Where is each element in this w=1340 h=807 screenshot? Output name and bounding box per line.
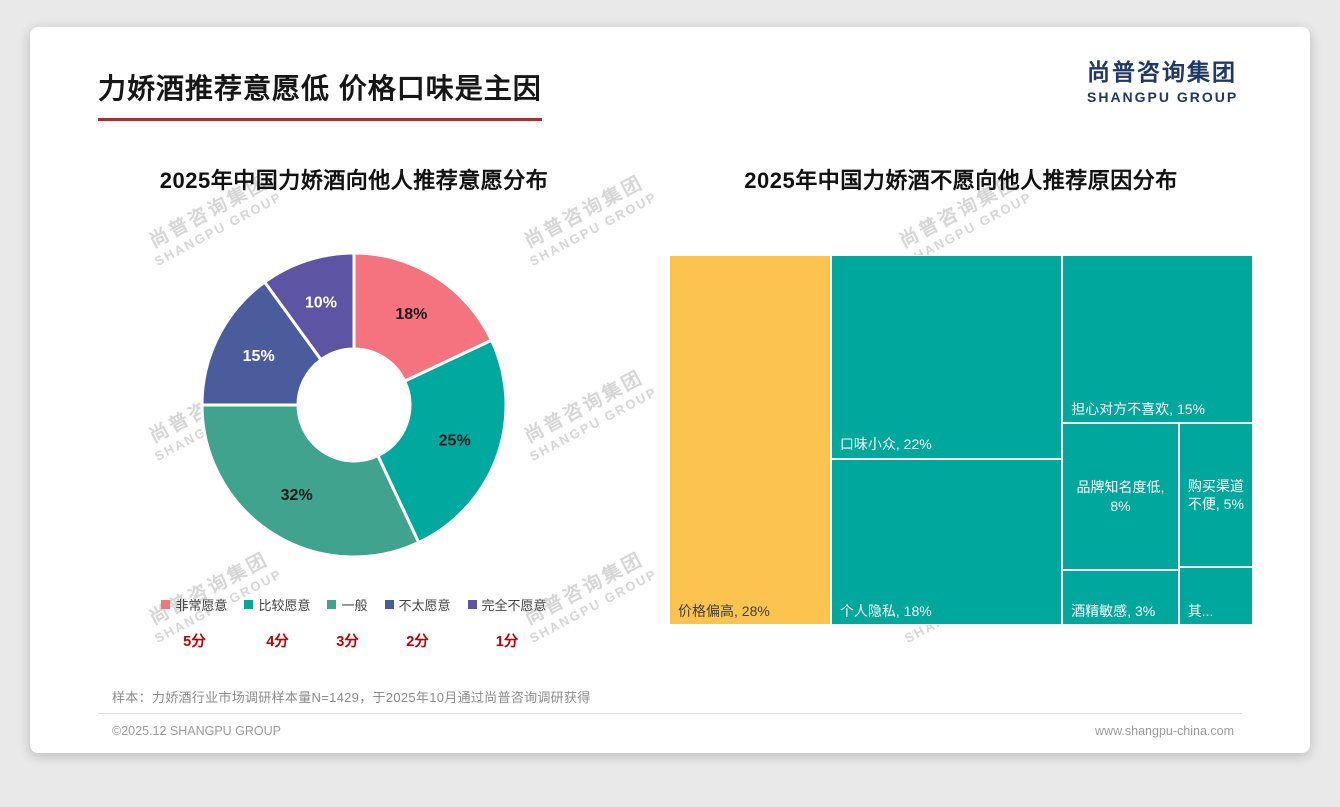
legend-item: 比较愿意 4分 xyxy=(244,595,310,651)
treemap-cell-label: 个人隐私, 18% xyxy=(839,602,932,619)
legend-score: 3分 xyxy=(336,634,359,650)
treemap-chart: 价格偏高, 28% 口味小众, 22% 个人隐私, 18% 担心对方不喜欢, 15% 品… xyxy=(669,255,1253,625)
legend-entry: 非常愿意 xyxy=(161,595,227,614)
treemap-cell: 酒精敏感, 3% xyxy=(1062,569,1179,625)
treemap-cell-label: 其... xyxy=(1187,602,1214,619)
legend-entry: 不太愿意 xyxy=(384,595,451,614)
legend-swatch xyxy=(327,600,337,609)
treemap-cell-label: 担心对方不喜欢, 15% xyxy=(1071,400,1205,417)
logo-name-cn: 尚普咨询集团 xyxy=(1087,59,1237,85)
footer-divider xyxy=(98,713,1242,714)
treemap-cell-label: 口味小众, 22% xyxy=(839,436,932,453)
treemap-cell: 品牌知名度低, 8% xyxy=(1062,423,1179,570)
legend-label: 不太愿意 xyxy=(398,598,451,613)
legend-label: 完全不愿意 xyxy=(481,598,547,613)
watermark-text-cn: 尚普咨询集团 xyxy=(521,366,648,448)
donut-value-label: 10% xyxy=(305,295,337,312)
donut-value-label: 25% xyxy=(439,433,471,450)
legend-swatch xyxy=(244,600,254,609)
donut-value-label: 18% xyxy=(395,306,427,323)
donut-segment xyxy=(263,251,356,362)
logo-name-en: SHANGPU GROUP xyxy=(1087,89,1239,105)
legend-score: 1分 xyxy=(495,634,519,650)
footnote: 样本：力娇酒行业市场调研样本量N=1429，于2025年10月通过尚普咨询调研获… xyxy=(112,690,591,705)
page-title: 力娇酒推荐意愿低 价格口味是主因 xyxy=(98,67,542,121)
treemap-cell: 个人隐私, 18% xyxy=(830,458,1063,625)
footer-copyright: ©2025.12 SHANGPU GROUP xyxy=(112,724,281,738)
donut-value-label: 15% xyxy=(243,348,275,365)
footer-website: www.shangpu-china.com xyxy=(1095,724,1234,738)
legend-item: 完全不愿意 1分 xyxy=(467,595,547,651)
legend-score: 2分 xyxy=(406,634,429,650)
legend-item: 一般 3分 xyxy=(327,595,368,651)
treemap-cell: 价格偏高, 28% xyxy=(669,255,831,625)
treemap-cell: 担心对方不喜欢, 15% xyxy=(1062,255,1253,424)
donut-segment xyxy=(376,338,508,545)
legend-label: 一般 xyxy=(341,598,368,613)
legend-item: 不太愿意 2分 xyxy=(384,595,451,651)
treemap-cell: 购买渠道不便, 5% xyxy=(1178,423,1253,568)
company-logo: 尚普咨询集团 SHANGPU GROUP xyxy=(1087,53,1238,105)
legend-entry: 完全不愿意 xyxy=(467,595,547,614)
donut-segment xyxy=(352,251,494,383)
treemap-cell: 口味小众, 22% xyxy=(830,255,1063,459)
legend-swatch xyxy=(161,600,171,609)
legend-swatch xyxy=(467,600,477,609)
treemap-chart-title: 2025年中国力娇酒不愿向他人推荐原因分布 xyxy=(744,168,1178,193)
treemap-cell-label: 品牌知名度低, 8% xyxy=(1076,479,1165,514)
legend-swatch xyxy=(384,600,394,609)
legend-entry: 比较愿意 xyxy=(244,595,310,614)
treemap-cell-label: 价格偏高, 28% xyxy=(678,602,770,619)
legend-label: 非常愿意 xyxy=(175,598,228,613)
treemap-cell-label: 酒精敏感, 3% xyxy=(1071,602,1156,619)
donut-legend: 非常愿意 5分 比较愿意 4分 一般 3分 不太愿意 2分 完全不愿意 1分 xyxy=(64,595,644,651)
legend-label: 比较愿意 xyxy=(258,598,311,613)
legend-entry: 一般 xyxy=(327,595,368,614)
legend-score: 5分 xyxy=(183,634,206,650)
donut-chart: 18% 25% 32% 15% 10% xyxy=(200,251,508,559)
donut-segment xyxy=(200,403,421,559)
treemap-cell: 其... xyxy=(1178,567,1253,625)
donut-segment xyxy=(200,280,323,407)
slide: 尚普咨询集团 SHANGPU GROUP 尚普咨询集团 SHANGPU GROUP 尚普… xyxy=(30,27,1310,753)
treemap-cell-label: 购买渠道不便, 5% xyxy=(1187,478,1244,513)
donut-chart-title: 2025年中国力娇酒向他人推荐意愿分布 xyxy=(159,168,549,193)
donut-value-label: 32% xyxy=(281,487,313,504)
legend-score: 4分 xyxy=(266,634,289,650)
legend-item: 非常愿意 5分 xyxy=(161,595,227,651)
